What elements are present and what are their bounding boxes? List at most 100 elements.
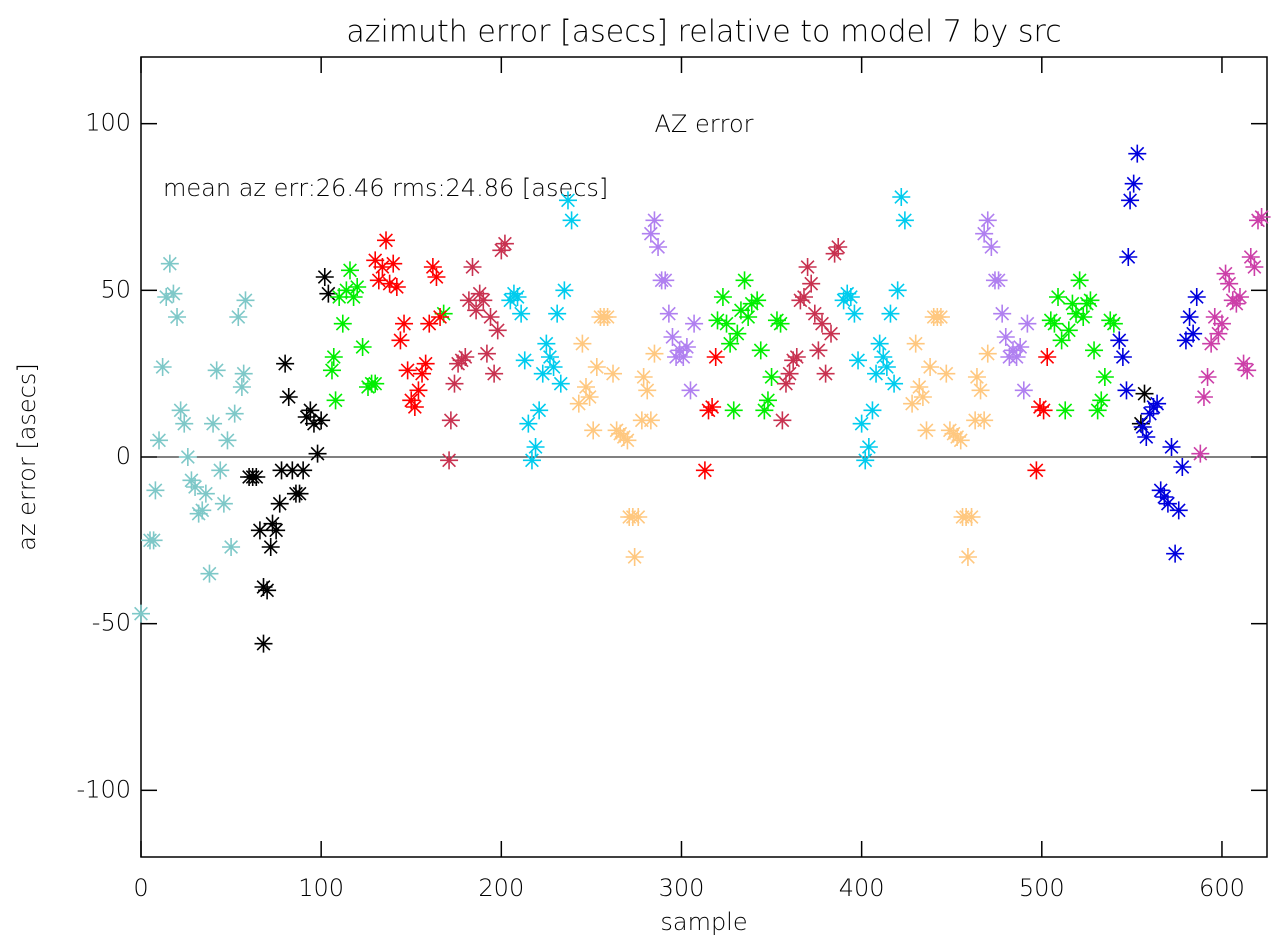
point [921,358,940,376]
y-axis-label: az error [asecs] [13,363,41,551]
point [441,411,460,430]
point [776,374,795,393]
point [398,361,417,380]
point [787,348,806,366]
point [1121,191,1140,210]
point [178,448,197,466]
point [993,304,1012,323]
point [910,378,929,396]
point [641,411,660,430]
point [512,304,531,323]
point [485,364,504,383]
point [540,348,559,366]
point [1140,404,1159,423]
point [1045,314,1064,333]
x-tick-label: 0 [133,874,148,902]
point [1119,248,1138,266]
point [798,258,817,276]
point [501,291,520,310]
point [423,258,442,276]
point [885,374,904,393]
point [903,394,922,413]
point [558,191,577,210]
point [852,414,871,433]
point [315,268,334,286]
point [762,368,781,386]
point [391,331,410,350]
point [495,234,514,253]
point [1131,414,1150,433]
point [587,358,606,376]
point [290,484,309,503]
point [229,308,248,326]
point [724,401,743,420]
point [214,494,233,513]
x-tick-label: 200 [478,874,524,902]
point [1216,264,1235,283]
point [822,324,841,343]
point [809,341,828,360]
point [427,268,446,286]
point [813,314,832,333]
point [463,258,482,276]
point [975,411,994,430]
point [171,401,190,420]
point [681,381,700,400]
point [377,231,396,250]
annotation: AZ error [654,110,753,138]
chart-title: azimuth error [asecs] relative to model … [346,15,1061,50]
point [207,361,226,380]
point [1187,288,1206,306]
point [270,494,289,513]
point [937,364,956,383]
x-tick-label: 100 [298,874,344,902]
point [405,398,424,416]
point [580,388,599,406]
y-tick-label: -50 [92,609,131,637]
point [276,354,295,373]
point [222,538,241,556]
point [1238,361,1257,380]
point [294,461,313,480]
point [150,431,169,450]
point [474,291,493,310]
point [1113,348,1132,366]
point [322,361,341,380]
point [533,364,552,383]
point [267,521,286,540]
point [663,328,682,346]
point [551,374,570,393]
point [146,481,165,500]
point [326,391,345,410]
point [913,388,932,406]
point [508,288,527,306]
point [297,408,316,426]
point [1070,271,1089,290]
point [632,411,651,430]
point [649,238,668,256]
point [555,281,574,300]
point [1184,324,1203,343]
point [250,521,269,540]
point [859,438,878,456]
point [951,431,970,450]
point [211,461,230,480]
point [598,308,617,326]
point [1038,348,1057,366]
point [1166,544,1185,563]
point [160,254,179,273]
point [186,478,205,496]
point [1081,291,1100,310]
point [1137,428,1156,446]
point [755,401,774,420]
point [1245,258,1264,276]
point [634,368,653,386]
point [1056,401,1075,420]
point [1117,381,1136,400]
point [978,344,997,363]
point [1151,481,1170,500]
point [492,241,511,260]
point [234,364,253,383]
x-tick-label: 600 [1199,874,1245,902]
